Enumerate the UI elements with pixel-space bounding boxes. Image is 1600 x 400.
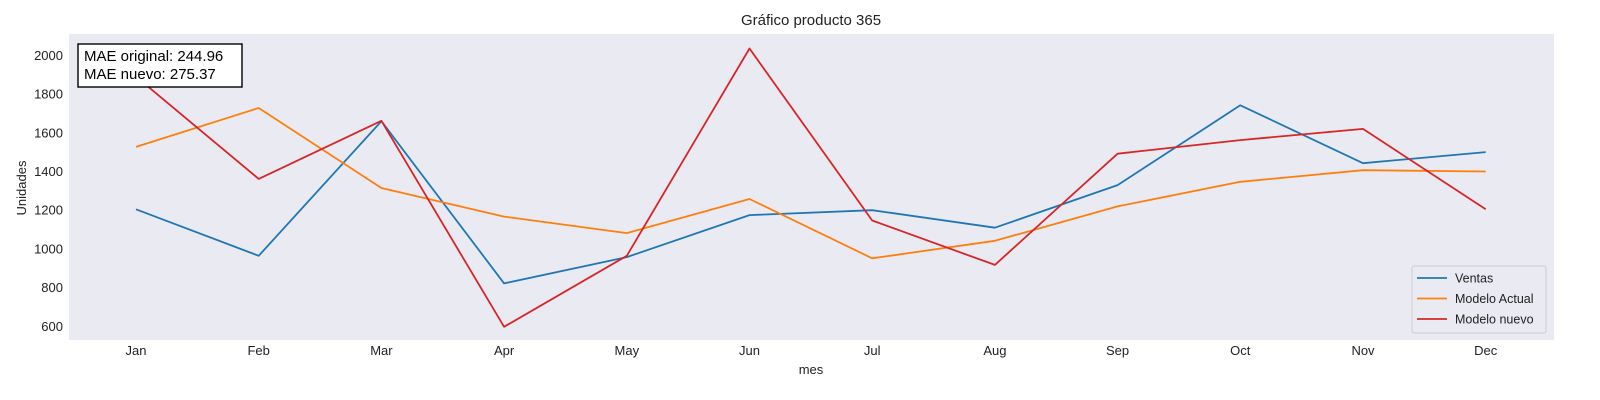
y-tick-label: 600 bbox=[41, 319, 63, 334]
y-tick-label: 1600 bbox=[34, 125, 63, 140]
x-tick-label: Jul bbox=[864, 343, 881, 358]
y-tick-label: 1400 bbox=[34, 164, 63, 179]
annotation-box bbox=[77, 43, 243, 88]
x-tick-label: Apr bbox=[494, 343, 515, 358]
y-tick-label: 800 bbox=[41, 280, 63, 295]
y-tick-label: 2000 bbox=[34, 48, 63, 63]
y-axis-ticks: 600 800 1000 1200 1400 1600 1800 2000 bbox=[34, 48, 63, 334]
legend-label: Modelo Actual bbox=[1455, 292, 1534, 306]
x-tick-label: May bbox=[615, 343, 640, 358]
x-tick-label: Feb bbox=[247, 343, 269, 358]
mae-annotation: MAE original: 244.96 MAE nuevo: 275.37 bbox=[77, 43, 243, 88]
x-tick-label: Aug bbox=[983, 343, 1006, 358]
y-tick-label: 1200 bbox=[34, 203, 63, 218]
legend: Ventas Modelo Actual Modelo nuevo bbox=[1411, 265, 1547, 334]
y-tick-label: 1000 bbox=[34, 241, 63, 256]
series-line-modelo-nuevo bbox=[135, 47, 1487, 328]
x-tick-label: Dec bbox=[1474, 343, 1498, 358]
annotation-line-2: MAE nuevo: 275.37 bbox=[84, 66, 216, 83]
x-tick-label: Mar bbox=[370, 343, 393, 358]
plot-background bbox=[69, 34, 1554, 340]
y-tick-label: 1800 bbox=[34, 87, 63, 102]
x-tick-label: Nov bbox=[1351, 343, 1375, 358]
chart-title: Gráfico producto 365 bbox=[741, 12, 881, 29]
series-line-ventas bbox=[135, 104, 1486, 285]
series-line-modelo-actual bbox=[135, 107, 1486, 260]
y-axis-label: Unidades bbox=[14, 160, 29, 215]
x-tick-label: Sep bbox=[1106, 343, 1129, 358]
x-tick-label: Jan bbox=[126, 343, 147, 358]
x-axis-label: mes bbox=[799, 362, 824, 377]
legend-box bbox=[1411, 265, 1547, 334]
x-axis-ticks: Jan Feb Mar Apr May Jun Jul Aug Sep Oct Nov Dec bbox=[126, 343, 1498, 358]
legend-label: Ventas bbox=[1455, 272, 1493, 286]
x-tick-label: Jun bbox=[739, 343, 760, 358]
legend-label: Modelo nuevo bbox=[1455, 313, 1534, 327]
x-tick-label: Oct bbox=[1230, 343, 1251, 358]
series-lines bbox=[135, 47, 1487, 328]
annotation-line-1: MAE original: 244.96 bbox=[84, 48, 223, 65]
